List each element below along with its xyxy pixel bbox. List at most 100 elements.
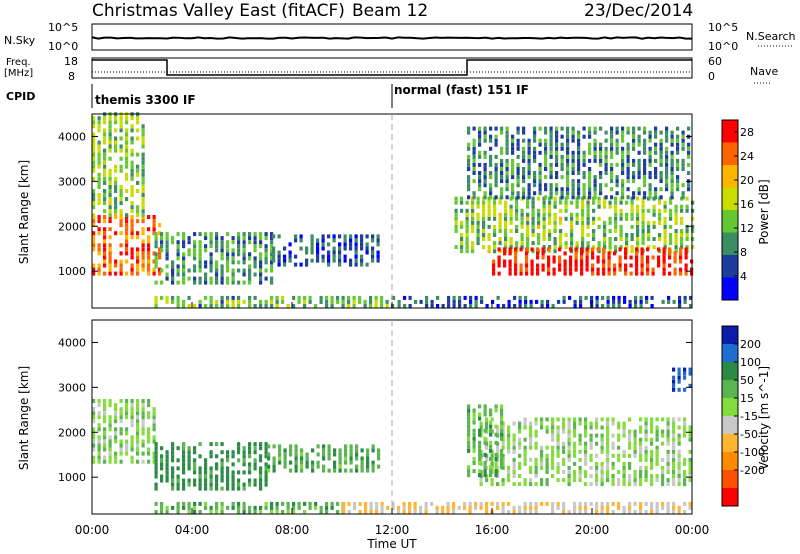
heatmap-cell: [619, 233, 623, 237]
heatmap-cell: [564, 208, 568, 213]
heatmap-cell: [97, 439, 101, 444]
heatmap-cell: [125, 235, 129, 240]
heatmap-cell: [480, 299, 484, 304]
heatmap-cell: [676, 142, 680, 147]
heatmap-cell: [574, 255, 578, 260]
heatmap-cell: [114, 180, 118, 185]
y-tick-label: 1000: [58, 265, 86, 278]
heatmap-cell: [548, 216, 552, 221]
heatmap-cell: [108, 271, 112, 276]
heatmap-cell: [354, 250, 358, 255]
heatmap-cell: [187, 276, 191, 281]
heatmap-cell: [650, 441, 654, 446]
heatmap-cell: [209, 474, 213, 479]
heatmap-cell: [108, 172, 112, 177]
heatmap-cell: [299, 262, 303, 267]
heatmap-cell: [551, 461, 555, 466]
heatmap-cell: [640, 259, 644, 264]
heatmap-cell: [119, 197, 123, 202]
heatmap-cell: [294, 444, 298, 449]
heatmap-cell: [485, 501, 489, 506]
heatmap-cell: [640, 263, 644, 268]
heatmap-cell: [237, 505, 241, 510]
heatmap-cell: [310, 246, 314, 251]
heatmap-cell: [380, 505, 384, 510]
heatmap-cell: [581, 216, 585, 221]
heatmap-cell: [119, 223, 123, 228]
heatmap-cell: [658, 200, 662, 205]
heatmap-cell: [556, 501, 560, 506]
heatmap-cell: [614, 249, 618, 254]
heatmap-cell: [231, 295, 235, 300]
heatmap-cell: [264, 268, 268, 273]
heatmap-cell: [425, 295, 429, 300]
heatmap-cell: [586, 224, 590, 229]
heatmap-cell: [483, 436, 487, 441]
heatmap-cell: [577, 154, 581, 159]
heatmap-cell: [555, 162, 559, 167]
heatmap-cell: [507, 449, 511, 454]
heatmap-cell: [560, 191, 564, 196]
heatmap-cell: [571, 162, 575, 167]
heatmap-cell: [545, 429, 549, 434]
heatmap-cell: [482, 229, 486, 233]
heatmap-cell: [220, 478, 224, 483]
heatmap-cell: [259, 478, 263, 483]
heatmap-cell: [672, 453, 676, 458]
heatmap-cell: [209, 268, 213, 273]
heatmap-cell: [220, 505, 224, 510]
heatmap-cell: [264, 446, 268, 451]
heatmap-cell: [614, 224, 618, 229]
heatmap-cell: [608, 245, 612, 250]
heatmap-cell: [494, 408, 498, 413]
heatmap-cell: [621, 195, 625, 200]
heatmap-cell: [341, 299, 345, 304]
heatmap-cell: [176, 240, 180, 245]
heatmap-cell: [114, 415, 118, 420]
heatmap-cell: [476, 220, 480, 225]
heatmap-cell: [527, 150, 531, 155]
heatmap-cell: [672, 465, 676, 470]
heatmap-cell: [668, 251, 672, 256]
heatmap-cell: [606, 457, 610, 462]
heatmap-cell: [611, 482, 615, 487]
heatmap-cell: [193, 450, 197, 455]
heatmap-cell: [663, 229, 667, 233]
heatmap-cell: [654, 171, 658, 175]
heatmap-cell: [651, 267, 655, 272]
heatmap-cell: [513, 295, 517, 300]
heatmap-cell: [97, 447, 101, 452]
heatmap-cell: [650, 425, 654, 430]
heatmap-cell: [187, 501, 191, 506]
heatmap-cell: [601, 295, 605, 300]
heatmap-cell: [505, 126, 509, 131]
heatmap-cell: [618, 255, 622, 260]
heatmap-cell: [424, 510, 428, 514]
heatmap-cell: [300, 452, 304, 457]
heatmap-cell: [500, 130, 504, 135]
heatmap-cell: [505, 179, 509, 184]
heatmap-cell: [237, 232, 241, 237]
heatmap-cell: [310, 242, 314, 247]
heatmap-cell: [643, 146, 647, 151]
heatmap-cell: [564, 233, 568, 237]
heatmap-cell: [130, 140, 134, 145]
heatmap-cell: [226, 486, 230, 491]
heatmap-cell: [489, 424, 493, 429]
heatmap-cell: [514, 255, 518, 260]
heatmap-cell: [677, 371, 681, 376]
heatmap-cell: [526, 229, 530, 233]
heatmap-cell: [182, 442, 186, 447]
heatmap-cell: [549, 130, 553, 135]
heatmap-cell: [496, 449, 500, 454]
heatmap-cell: [614, 200, 618, 205]
heatmap-cell: [529, 465, 533, 470]
heatmap-cell: [209, 299, 213, 304]
heatmap-cell: [654, 187, 658, 192]
heatmap-cell: [446, 501, 450, 506]
heatmap-cell: [347, 295, 351, 300]
heatmap-cell: [371, 254, 375, 259]
heatmap-cell: [141, 399, 145, 403]
heatmap-cell: [476, 233, 480, 237]
heatmap-cell: [562, 478, 566, 483]
